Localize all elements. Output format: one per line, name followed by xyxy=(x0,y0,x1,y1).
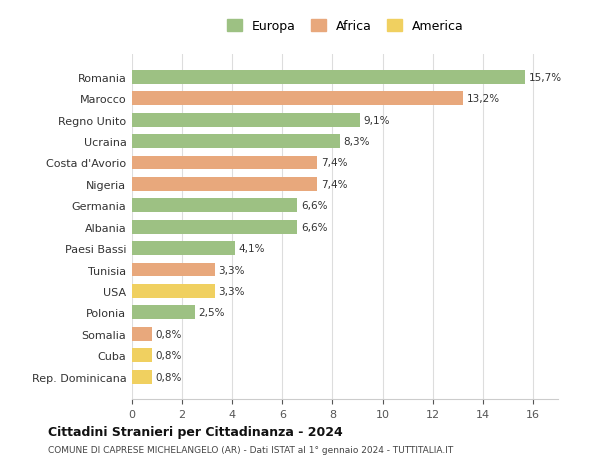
Bar xyxy=(132,71,526,84)
Text: 7,4%: 7,4% xyxy=(321,158,347,168)
Text: COMUNE DI CAPRESE MICHELANGELO (AR) - Dati ISTAT al 1° gennaio 2024 - TUTTITALIA: COMUNE DI CAPRESE MICHELANGELO (AR) - Da… xyxy=(48,445,453,454)
Text: 6,6%: 6,6% xyxy=(301,222,328,232)
Bar xyxy=(132,327,152,341)
Text: 15,7%: 15,7% xyxy=(529,73,562,83)
Bar xyxy=(132,156,317,170)
Bar xyxy=(132,178,317,191)
Bar xyxy=(132,113,360,127)
Text: 0,8%: 0,8% xyxy=(156,350,182,360)
Bar xyxy=(132,241,235,256)
Text: Cittadini Stranieri per Cittadinanza - 2024: Cittadini Stranieri per Cittadinanza - 2… xyxy=(48,425,343,438)
Text: 2,5%: 2,5% xyxy=(199,308,225,318)
Bar xyxy=(132,220,298,234)
Text: 7,4%: 7,4% xyxy=(321,179,347,190)
Text: 8,3%: 8,3% xyxy=(344,137,370,147)
Text: 13,2%: 13,2% xyxy=(467,94,500,104)
Text: 3,3%: 3,3% xyxy=(218,265,245,275)
Bar xyxy=(132,135,340,149)
Legend: Europa, Africa, America: Europa, Africa, America xyxy=(223,17,467,37)
Text: 9,1%: 9,1% xyxy=(364,115,390,125)
Bar xyxy=(132,306,194,319)
Bar xyxy=(132,92,463,106)
Text: 6,6%: 6,6% xyxy=(301,201,328,211)
Bar xyxy=(132,348,152,362)
Bar xyxy=(132,370,152,384)
Bar xyxy=(132,284,215,298)
Bar xyxy=(132,263,215,277)
Text: 0,8%: 0,8% xyxy=(156,329,182,339)
Bar xyxy=(132,199,298,213)
Text: 0,8%: 0,8% xyxy=(156,372,182,382)
Text: 3,3%: 3,3% xyxy=(218,286,245,296)
Text: 4,1%: 4,1% xyxy=(239,244,265,253)
